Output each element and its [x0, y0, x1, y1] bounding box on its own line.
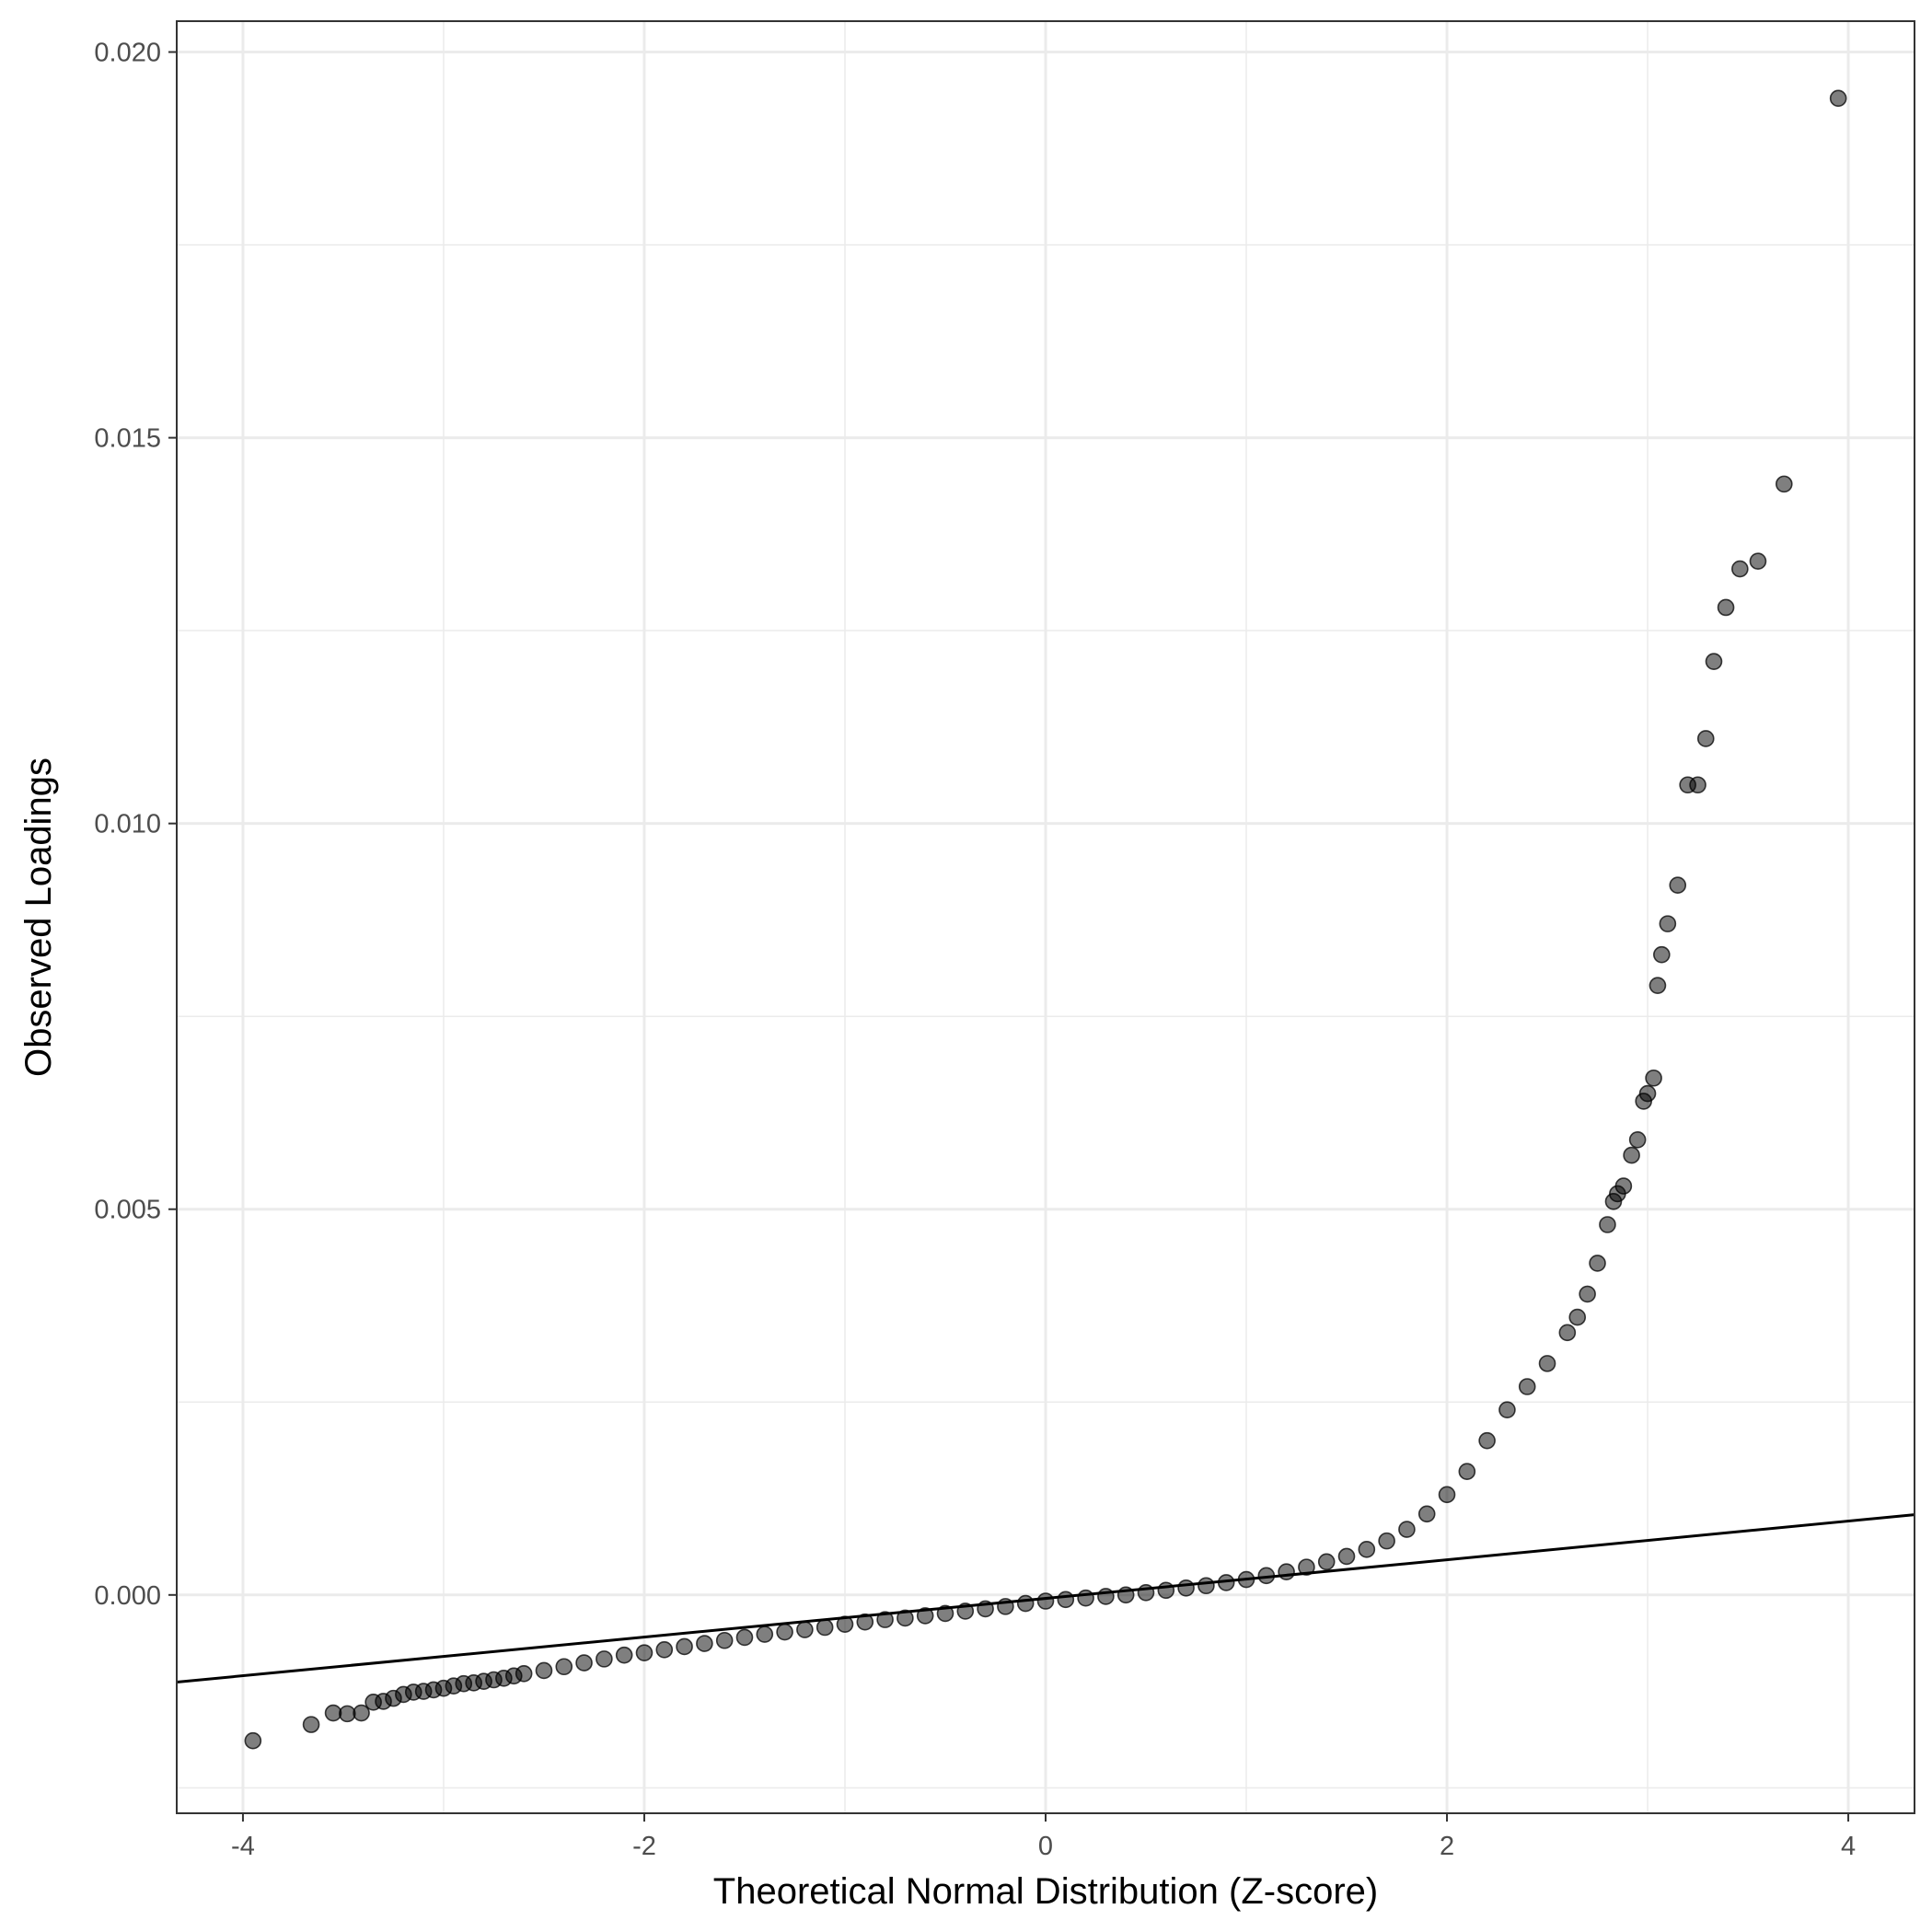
data-point — [1278, 1563, 1295, 1580]
data-point — [1438, 1486, 1456, 1504]
data-point — [535, 1661, 553, 1680]
data-point — [1097, 1588, 1115, 1605]
data-point — [515, 1664, 533, 1683]
data-point — [696, 1635, 713, 1652]
data-point — [1137, 1583, 1155, 1602]
data-point — [1358, 1541, 1376, 1558]
data-point — [1197, 1577, 1215, 1595]
data-point — [735, 1628, 754, 1647]
data-point — [1458, 1463, 1476, 1481]
data-point — [876, 1611, 894, 1628]
data-point — [1417, 1505, 1436, 1523]
data-point — [856, 1613, 874, 1631]
data-point — [302, 1716, 320, 1733]
data-point — [796, 1621, 814, 1638]
data-point — [324, 1704, 342, 1722]
data-point — [977, 1600, 994, 1618]
data-point — [1717, 598, 1735, 617]
data-point — [676, 1637, 693, 1656]
y-tick-label: 0.005 — [94, 1196, 161, 1225]
data-point — [1077, 1589, 1094, 1607]
data-point — [1614, 1177, 1633, 1195]
data-point — [1645, 1069, 1662, 1087]
data-point — [816, 1618, 834, 1637]
data-point — [1057, 1591, 1075, 1609]
data-point — [1599, 1216, 1616, 1233]
y-tick-label: 0.015 — [94, 424, 161, 454]
y-axis-ticks: 0.000 0.005 0.010 0.015 0.020 — [94, 39, 177, 1611]
data-point — [1653, 945, 1671, 964]
data-point — [1217, 1574, 1235, 1591]
data-point — [1659, 915, 1677, 932]
data-point — [1829, 89, 1847, 108]
data-point — [776, 1623, 793, 1641]
data-point — [756, 1625, 774, 1643]
x-tick-label: -4 — [231, 1832, 255, 1861]
data-point — [1589, 1255, 1606, 1272]
data-points — [244, 89, 1847, 1750]
data-point — [1623, 1146, 1640, 1164]
data-point — [1016, 1594, 1035, 1613]
data-point — [897, 1609, 914, 1627]
x-axis-ticks: -4 -2 0 2 4 — [231, 1813, 1856, 1861]
y-tick-label: 0.020 — [94, 39, 161, 68]
x-tick-label: 0 — [1038, 1832, 1053, 1861]
data-point — [1298, 1558, 1315, 1576]
data-point — [916, 1607, 934, 1625]
data-point — [1775, 475, 1793, 493]
data-point — [1036, 1592, 1055, 1610]
data-point — [1177, 1579, 1195, 1597]
data-point — [339, 1705, 356, 1723]
data-point — [615, 1646, 633, 1664]
data-point — [1749, 552, 1767, 570]
data-point — [1696, 730, 1715, 747]
data-point — [655, 1641, 674, 1659]
x-axis-title: Theoretical Normal Distribution (Z-score… — [713, 1871, 1378, 1912]
data-point — [1116, 1586, 1135, 1604]
data-point — [1337, 1547, 1356, 1566]
data-point — [1638, 1084, 1657, 1103]
major-gridlines — [177, 21, 1915, 1813]
data-point — [1628, 1131, 1647, 1149]
data-point — [1498, 1401, 1516, 1418]
y-tick-label: 0.000 — [94, 1581, 161, 1611]
data-point — [635, 1644, 654, 1661]
data-point — [1378, 1532, 1395, 1550]
data-point — [1518, 1378, 1536, 1395]
data-point — [555, 1658, 573, 1676]
y-tick-label: 0.010 — [94, 810, 161, 839]
data-point — [1478, 1431, 1496, 1450]
data-point — [997, 1598, 1014, 1615]
data-point — [1568, 1308, 1587, 1326]
x-tick-label: 4 — [1841, 1832, 1856, 1861]
data-point — [715, 1631, 734, 1649]
data-point — [1257, 1567, 1276, 1585]
y-axis-title: Observed Loadings — [18, 758, 59, 1077]
data-point — [1689, 776, 1706, 794]
data-point — [1157, 1581, 1175, 1600]
data-point — [596, 1650, 613, 1668]
data-point — [1558, 1324, 1577, 1342]
data-point — [1317, 1553, 1336, 1571]
data-point — [1579, 1285, 1596, 1303]
data-point — [244, 1731, 262, 1750]
data-point — [936, 1604, 954, 1623]
data-point — [1649, 977, 1667, 994]
data-point — [1237, 1570, 1255, 1589]
data-point — [1669, 876, 1687, 895]
data-point — [353, 1704, 370, 1722]
data-point — [575, 1654, 593, 1672]
x-tick-label: 2 — [1440, 1832, 1454, 1861]
data-point — [836, 1615, 854, 1633]
data-point — [1705, 653, 1723, 670]
data-point — [956, 1602, 975, 1620]
data-point — [1538, 1355, 1556, 1372]
data-point — [1731, 560, 1749, 578]
data-point — [1398, 1521, 1416, 1538]
x-tick-label: -2 — [632, 1832, 656, 1861]
